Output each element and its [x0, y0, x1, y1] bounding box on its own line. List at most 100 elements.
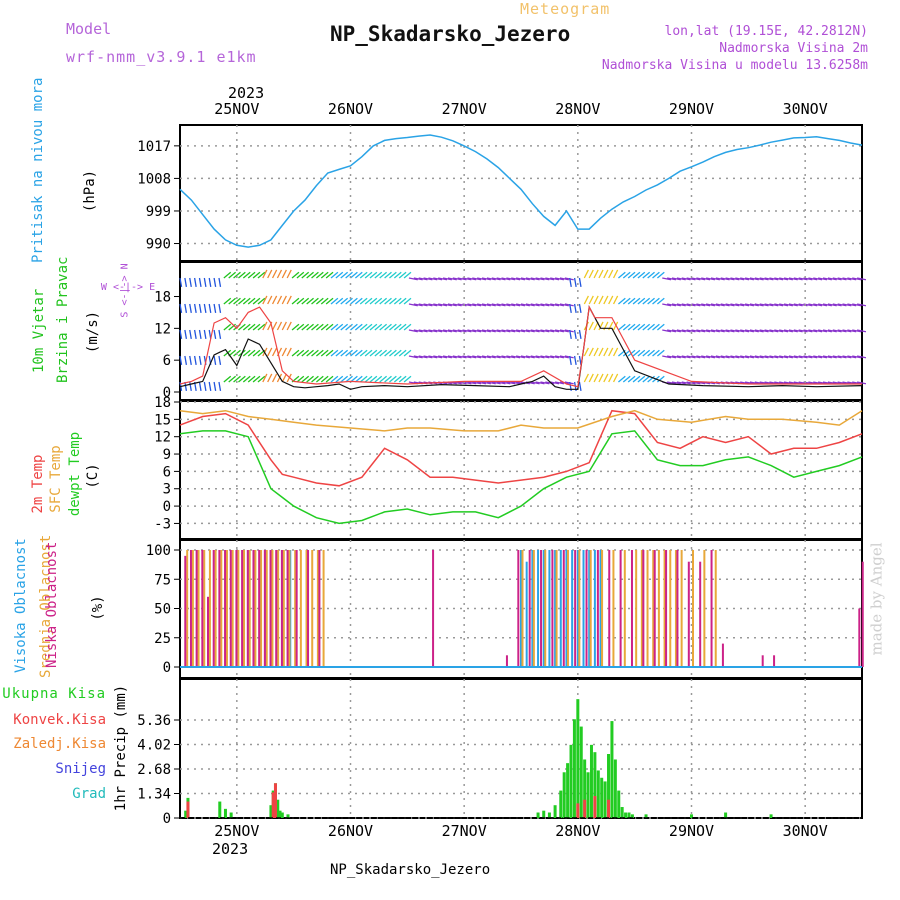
wind-barb — [472, 329, 482, 333]
date-label-bottom: 27NOV — [442, 822, 487, 840]
wind-barb — [852, 355, 862, 359]
wind-barb — [827, 303, 837, 307]
wind-barb — [608, 269, 614, 279]
wind-barb — [398, 297, 407, 305]
y-tick-label: 1017 — [137, 139, 171, 155]
wind-barb — [364, 271, 373, 279]
wind-barb — [350, 323, 358, 331]
wind-barb — [340, 349, 349, 357]
bar-1 — [197, 550, 200, 667]
wind-barb — [413, 329, 423, 333]
wind-barb — [438, 277, 448, 281]
bar-1 — [703, 550, 706, 667]
wind-barb — [262, 295, 268, 305]
wind-barb — [588, 269, 594, 279]
bar-0 — [520, 550, 522, 667]
wind-barb — [837, 355, 847, 359]
bar-1 — [692, 550, 694, 667]
wind-barb — [550, 381, 560, 385]
wind-barb — [311, 349, 319, 357]
wind-barb — [452, 355, 462, 359]
wind-barb — [608, 295, 614, 305]
wind-barb — [457, 329, 467, 333]
bar-1 — [640, 550, 643, 667]
wind-barb — [691, 329, 701, 333]
y-tick-label: 4.02 — [137, 737, 171, 753]
date-label-bottom: 29NOV — [669, 822, 714, 840]
wind-barb — [667, 381, 677, 385]
y-tick-label: 25 — [154, 631, 171, 647]
wind-barb — [340, 375, 349, 383]
wind-barb — [379, 271, 388, 279]
wind-barb — [189, 355, 192, 365]
bar-0 — [554, 550, 557, 667]
wind-barb — [325, 375, 334, 383]
wind-barb — [296, 297, 305, 305]
wind-barb — [598, 269, 604, 279]
wind-barb — [223, 349, 232, 357]
wind-barb — [788, 329, 798, 333]
wind-barb — [598, 321, 604, 331]
wind-barb — [852, 277, 862, 281]
bar-0 — [579, 726, 583, 818]
wind-barb — [515, 277, 526, 281]
y-tick-label: 999 — [146, 204, 171, 220]
wind-barb — [511, 303, 521, 307]
wind-barb — [681, 277, 691, 281]
bar-2 — [551, 550, 554, 667]
wind-barb — [438, 329, 448, 333]
wind-barb — [438, 355, 448, 359]
wind-barb — [808, 277, 818, 281]
wind-barb — [520, 303, 530, 307]
wind-barb — [296, 375, 305, 383]
wind-barb — [203, 329, 207, 339]
wind-barb — [511, 329, 521, 333]
bar-0 — [607, 754, 611, 818]
wind-barb — [832, 355, 842, 359]
wind-barb — [462, 355, 472, 359]
wind-barb — [369, 375, 378, 383]
model-height: Nadmorska Visina u modelu 13.6258m — [601, 58, 868, 73]
wind-barb — [481, 329, 491, 333]
bar-0 — [566, 763, 570, 818]
wind-barb — [647, 375, 655, 383]
wind-barb — [384, 297, 392, 305]
wind-barb — [506, 277, 516, 281]
y-tick-label: 75 — [154, 572, 171, 588]
wind-barb — [398, 375, 407, 383]
panel-frame — [179, 678, 863, 819]
bar-2 — [699, 561, 702, 667]
wind-barb — [735, 277, 745, 281]
wind-barb — [735, 303, 745, 307]
wind-barb — [198, 329, 202, 339]
wind-barb — [442, 329, 453, 333]
wind-barb — [203, 277, 207, 287]
wind-barb — [315, 323, 324, 331]
bar-0 — [620, 807, 624, 818]
wind-barb — [223, 375, 232, 383]
bar-1 — [623, 550, 626, 667]
wind-barb — [691, 355, 701, 359]
wind-barb — [315, 349, 324, 357]
wind-barb — [559, 277, 569, 281]
wind-barb — [583, 373, 589, 383]
bar-1 — [680, 550, 683, 667]
wind-barb — [208, 303, 212, 313]
wind-barb — [720, 355, 730, 359]
wind-barb — [252, 375, 261, 383]
wind-barb — [667, 303, 677, 307]
wind-barb — [218, 329, 222, 339]
wind-barb — [632, 297, 641, 305]
wind-barb — [315, 271, 324, 279]
wind-barb — [359, 323, 368, 331]
wind-barb — [325, 271, 334, 279]
wind-barb — [818, 355, 828, 359]
wind-barb — [774, 303, 784, 307]
wind-barb — [369, 271, 378, 279]
wind-barb — [612, 347, 619, 357]
wind-barb — [491, 329, 501, 333]
wind-barb — [364, 349, 373, 357]
bar-2 — [212, 550, 215, 667]
wind-barb — [710, 329, 720, 333]
wind-barb — [423, 329, 433, 333]
